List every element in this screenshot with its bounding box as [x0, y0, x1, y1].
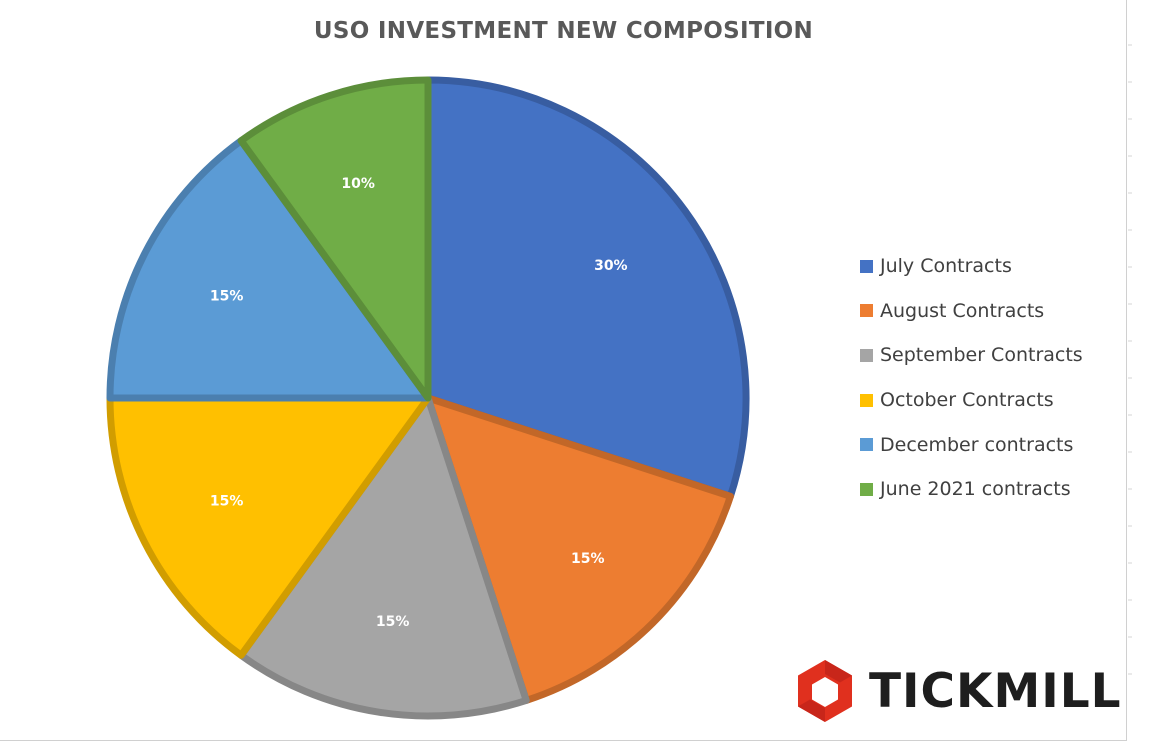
pie-slice-3: [237, 394, 530, 720]
legend-item-december: December contracts: [860, 422, 1083, 467]
legend-label-june-2021: June 2021 contracts: [880, 478, 1071, 501]
legend-label-july: July Contracts: [880, 255, 1012, 278]
pie-slice-1: [424, 76, 750, 500]
legend-label-december: December contracts: [880, 433, 1074, 456]
legend-swatch-october: [860, 393, 873, 407]
logo-text: TICKMILL: [869, 663, 1122, 719]
pie-data-label-4: 15%: [210, 494, 244, 510]
legend-label-september: September Contracts: [880, 344, 1083, 367]
chart-title: USO INVESTMENT NEW COMPOSITION: [313, 18, 814, 44]
tickmill-logo: TICKMILL: [795, 658, 1122, 724]
chart-frame: [0, 0, 1127, 741]
sheet-edge-ticks: [1128, 44, 1132, 675]
pie-slice-4: [106, 394, 432, 659]
legend-item-july: July Contracts: [860, 244, 1083, 289]
legend-label-october: October Contracts: [880, 389, 1054, 412]
legend-item-august: August Contracts: [860, 289, 1083, 334]
legend: July Contracts August Contracts Septembe…: [860, 244, 1083, 512]
pie-data-label-3: 15%: [376, 614, 410, 630]
pie-data-label-5: 15%: [210, 288, 244, 304]
tickmill-hexagon-icon: [798, 660, 852, 722]
legend-label-august: August Contracts: [880, 299, 1045, 322]
legend-swatch-september: [860, 348, 873, 362]
pie-slice-6: [237, 76, 432, 402]
pie-data-label-2: 15%: [571, 551, 605, 567]
pie-data-label-1: 30%: [594, 258, 628, 274]
legend-swatch-december: [860, 438, 873, 452]
legend-item-june-2021: June 2021 contracts: [860, 467, 1083, 512]
legend-swatch-june-2021: [860, 482, 873, 496]
pie-data-label-6: 10%: [341, 176, 375, 192]
legend-item-september: September Contracts: [860, 333, 1083, 378]
legend-swatch-august: [860, 304, 873, 318]
legend-item-october: October Contracts: [860, 378, 1083, 423]
legend-swatch-july: [860, 259, 873, 273]
pie-slice-5: [106, 137, 432, 402]
pie-chart: 30% 15% 15% 15% 15% 10%: [106, 76, 750, 720]
